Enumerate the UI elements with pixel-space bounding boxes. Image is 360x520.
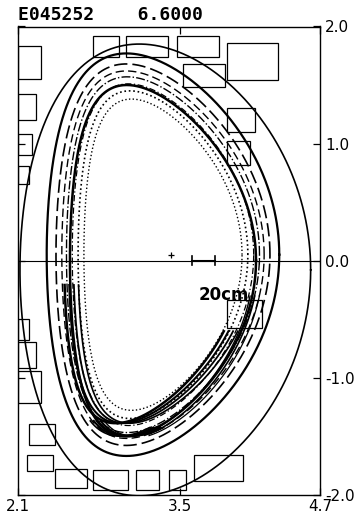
Bar — [177, 36, 219, 57]
Bar — [194, 455, 243, 480]
Bar — [27, 455, 53, 471]
Bar — [18, 94, 36, 120]
Bar — [183, 64, 225, 87]
Bar — [18, 343, 36, 368]
Bar — [227, 301, 262, 329]
Bar — [126, 36, 168, 57]
Bar — [93, 470, 128, 490]
Text: E045252    6.6000: E045252 6.6000 — [18, 6, 202, 23]
Bar — [18, 371, 41, 404]
Bar — [169, 470, 186, 490]
Bar — [18, 46, 41, 79]
Bar — [227, 108, 255, 132]
Bar — [227, 43, 278, 80]
Bar — [93, 36, 119, 57]
Bar — [18, 166, 29, 185]
Bar — [227, 141, 250, 165]
Bar — [55, 469, 87, 488]
Bar — [18, 319, 29, 340]
Bar — [29, 424, 55, 446]
Bar — [136, 470, 159, 490]
Bar — [18, 134, 32, 155]
Text: 20cm: 20cm — [199, 287, 249, 304]
